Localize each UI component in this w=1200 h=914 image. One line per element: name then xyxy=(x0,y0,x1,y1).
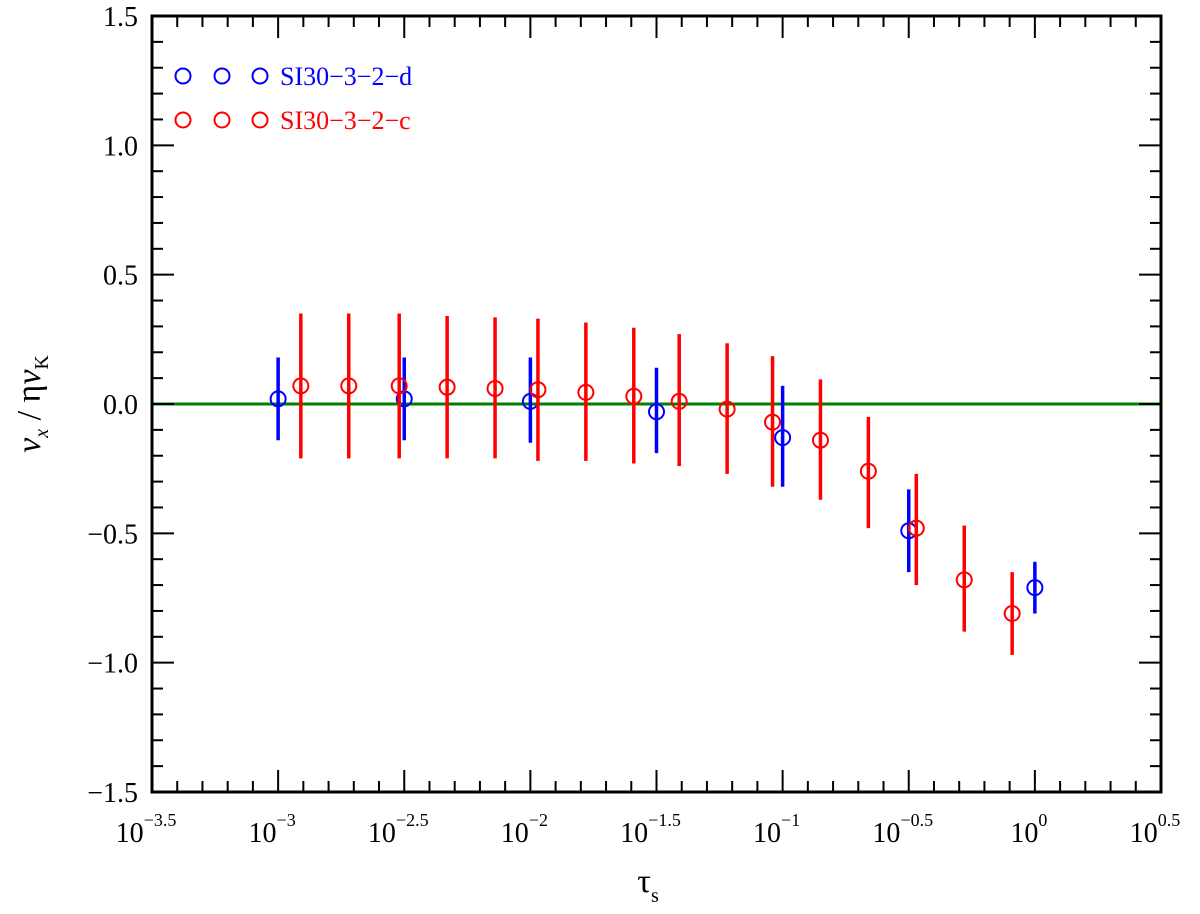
data-point xyxy=(859,462,877,480)
y-axis-title: vx / ηvK xyxy=(11,355,53,453)
data-point xyxy=(1003,605,1021,623)
data-point xyxy=(907,519,925,537)
x-tick-label: 100 xyxy=(1010,810,1047,849)
y-tick-label: −1.0 xyxy=(87,649,138,680)
y-tick-label: 0.5 xyxy=(103,261,138,292)
minor-ticks xyxy=(152,16,1161,792)
data-point xyxy=(438,378,456,396)
data-point xyxy=(764,413,782,431)
legend-marker xyxy=(174,67,192,85)
x-tick-label: 10−0.5 xyxy=(872,810,933,849)
data-point xyxy=(269,390,287,408)
x-tick-label: 10−3 xyxy=(249,810,296,849)
data-point xyxy=(718,400,736,418)
y-tick-label: −1.5 xyxy=(87,778,138,809)
data-point xyxy=(577,383,595,401)
x-axis-title: τs xyxy=(637,863,659,907)
legend-marker xyxy=(213,111,231,129)
legend-marker xyxy=(251,67,269,85)
legend-marker xyxy=(213,67,231,85)
x-tick-label: 10−1 xyxy=(753,810,800,849)
axis-titles: τs vx / ηvK xyxy=(11,355,659,907)
data-point xyxy=(955,571,973,589)
data-point xyxy=(340,377,358,395)
legend-marker xyxy=(174,111,192,129)
legend-label: SI30−3−2−c xyxy=(280,106,411,135)
data-point xyxy=(774,429,792,447)
series-c xyxy=(292,313,1021,655)
data-point xyxy=(648,403,665,421)
data-point xyxy=(390,377,408,395)
data-point xyxy=(292,377,310,395)
legend-marker xyxy=(251,111,269,129)
x-tick-label: 10−3.5 xyxy=(116,810,177,849)
y-tick-label: 1.5 xyxy=(103,2,138,33)
data-point xyxy=(625,387,643,405)
data-point xyxy=(811,431,829,449)
x-tick-label: 10−2 xyxy=(501,810,548,849)
y-tick-label: 0.0 xyxy=(103,390,138,421)
x-tick-label: 10−1.5 xyxy=(620,810,681,849)
data-point xyxy=(529,381,547,399)
data-series xyxy=(269,313,1044,655)
tick-labels: 10−3.5 10−3 10−2.5 10−2 10−1.5 10−1 10−0.5 100 1… xyxy=(87,2,1180,849)
series-d xyxy=(269,357,1044,614)
y-tick-label: −0.5 xyxy=(87,519,138,550)
x-tick-label: 10−2.5 xyxy=(368,810,429,849)
data-point xyxy=(670,392,688,410)
y-tick-label: 1.0 xyxy=(103,131,138,162)
x-tick-label: 100.5 xyxy=(1130,810,1181,849)
data-point xyxy=(486,379,504,397)
legend-label: SI30−3−2−d xyxy=(280,62,412,91)
plot-frame xyxy=(150,14,1163,794)
legend: SI30−3−2−d SI30−3−2−c xyxy=(174,62,412,135)
data-point xyxy=(1026,579,1044,597)
